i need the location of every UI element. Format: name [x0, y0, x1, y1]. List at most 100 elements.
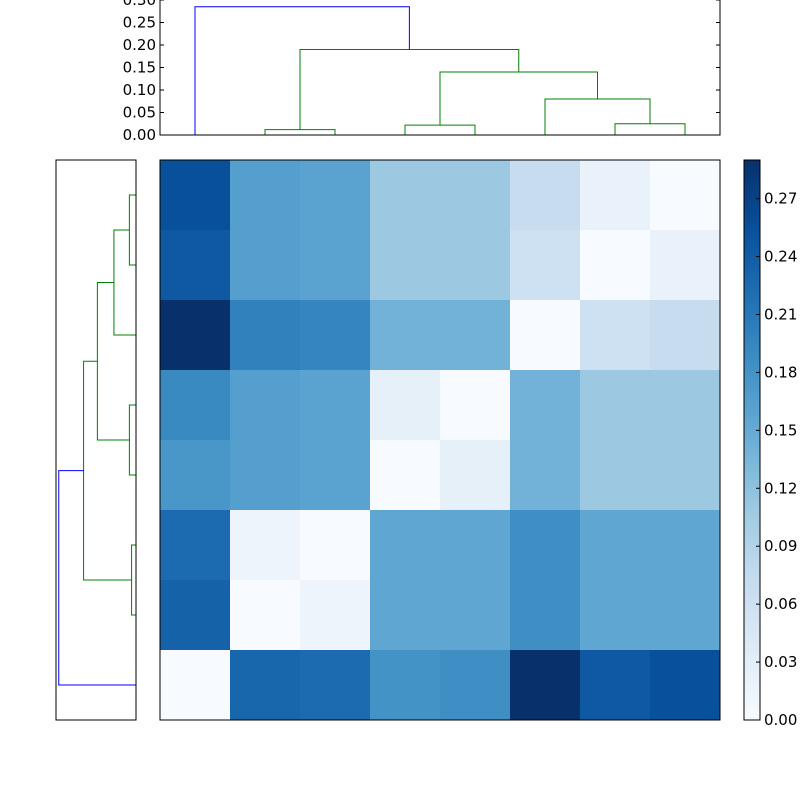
left-dendrogram-frame	[55, 159, 137, 721]
heatmap-cell	[440, 580, 511, 651]
top-dendrogram-tick-label: 0.30	[123, 0, 156, 9]
heatmap-cell	[580, 510, 651, 581]
heatmap-cell	[580, 370, 651, 441]
colorbar-tick-label: 0.27	[764, 190, 797, 208]
heatmap-cell	[370, 580, 441, 651]
top-dendrogram-tick-label: 0.25	[123, 14, 156, 32]
heatmap-cell	[370, 370, 441, 441]
colorbar-tick-label: 0.24	[764, 248, 797, 266]
top-dendrogram-tick-label: 0.05	[123, 104, 156, 122]
heatmap-cell	[440, 650, 511, 721]
heatmap-cell	[650, 300, 721, 371]
heatmap-cell	[440, 440, 511, 511]
heatmap-cell	[440, 510, 511, 581]
colorbar-bar	[743, 159, 761, 721]
heatmap-cell	[160, 650, 231, 721]
top-dendrogram-link	[264, 129, 336, 135]
top-dendrogram-tick-label: 0.15	[123, 59, 156, 77]
top-dendrogram-tick-label: 0.10	[123, 81, 156, 99]
heatmap-cell	[370, 160, 441, 231]
top-dendrogram-link	[299, 49, 520, 130]
heatmap-frame	[159, 159, 721, 721]
heatmap-cell	[650, 370, 721, 441]
heatmap-cell	[300, 300, 371, 371]
top-dendrogram: 0.00 0.05 0.10 0.15 0.20 0.25 0.30	[123, 0, 721, 144]
heatmap-cell	[580, 650, 651, 721]
colorbar-tick-label: 0.09	[764, 537, 797, 555]
left-dendrogram-link	[131, 544, 136, 616]
heatmap-cell	[370, 510, 441, 581]
heatmap-cell	[650, 650, 721, 721]
heatmap-cell	[580, 300, 651, 371]
left-dendrogram-link	[83, 360, 132, 581]
left-dendrogram-link	[96, 282, 130, 441]
heatmap-cell	[160, 230, 231, 301]
heatmap-cell	[510, 230, 581, 301]
heatmap-cell	[230, 510, 301, 581]
heatmap-cell	[580, 440, 651, 511]
heatmap-cell	[650, 440, 721, 511]
left-dendrogram-link	[128, 194, 136, 266]
heatmap-cell	[300, 230, 371, 301]
heatmap-cell	[370, 230, 441, 301]
heatmap-cell	[370, 300, 441, 371]
left-dendrogram-link	[58, 470, 136, 686]
heatmap-cell	[650, 580, 721, 651]
colorbar-tick-label: 0.03	[764, 653, 797, 671]
left-dendrogram	[55, 159, 137, 721]
top-dendrogram-link	[614, 123, 686, 135]
heatmap-cell	[650, 510, 721, 581]
heatmap-cell	[160, 580, 231, 651]
heatmap-cell	[230, 300, 301, 371]
heatmap-cell	[230, 440, 301, 511]
left-dendrogram-link	[113, 229, 136, 336]
heatmap-cell	[160, 160, 231, 231]
heatmap-cell	[510, 440, 581, 511]
heatmap-cell	[230, 230, 301, 301]
heatmap-cell	[510, 370, 581, 441]
heatmap-cell	[160, 370, 231, 441]
colorbar-tick-label: 0.12	[764, 479, 797, 497]
heatmap-cell	[370, 650, 441, 721]
heatmap-cell	[300, 510, 371, 581]
heatmap	[159, 159, 721, 721]
colorbar-tick-label: 0.21	[764, 305, 797, 323]
heatmap-cell	[230, 370, 301, 441]
colorbar-tick-label: 0.06	[764, 595, 797, 613]
heatmap-cell	[510, 580, 581, 651]
heatmap-cell	[580, 160, 651, 231]
heatmap-cell	[440, 230, 511, 301]
heatmap-cell	[370, 440, 441, 511]
left-dendrogram-link	[128, 404, 136, 476]
top-dendrogram-tick-label: 0.00	[123, 126, 156, 144]
heatmap-cell	[160, 440, 231, 511]
heatmap-cell	[650, 230, 721, 301]
heatmap-cell	[510, 160, 581, 231]
colorbar-tick-label: 0.18	[764, 363, 797, 381]
heatmap-cell	[440, 370, 511, 441]
top-dendrogram-tick-label: 0.20	[123, 36, 156, 54]
top-dendrogram-link	[544, 98, 651, 135]
heatmap-cell	[160, 510, 231, 581]
colorbar-tick-label: 0.15	[764, 421, 797, 439]
heatmap-cell	[580, 230, 651, 301]
heatmap-cell	[300, 160, 371, 231]
heatmap-cell	[510, 510, 581, 581]
heatmap-cell	[650, 160, 721, 231]
heatmap-cell	[510, 300, 581, 371]
heatmap-cell	[300, 580, 371, 651]
top-dendrogram-link	[404, 124, 476, 135]
colorbar: 0.00 0.03 0.06 0.09 0.12 0.15 0.18 0.21 0.24 0.27	[743, 159, 797, 729]
heatmap-cell	[300, 440, 371, 511]
top-dendrogram-link	[194, 6, 410, 135]
heatmap-cell	[230, 580, 301, 651]
heatmap-cell	[230, 650, 301, 721]
heatmap-cell	[440, 160, 511, 231]
heatmap-cell	[300, 650, 371, 721]
heatmap-cell	[160, 300, 231, 371]
heatmap-cell	[230, 160, 301, 231]
heatmap-cell	[580, 580, 651, 651]
colorbar-tick-label: 0.00	[764, 711, 797, 729]
heatmap-cell	[510, 650, 581, 721]
